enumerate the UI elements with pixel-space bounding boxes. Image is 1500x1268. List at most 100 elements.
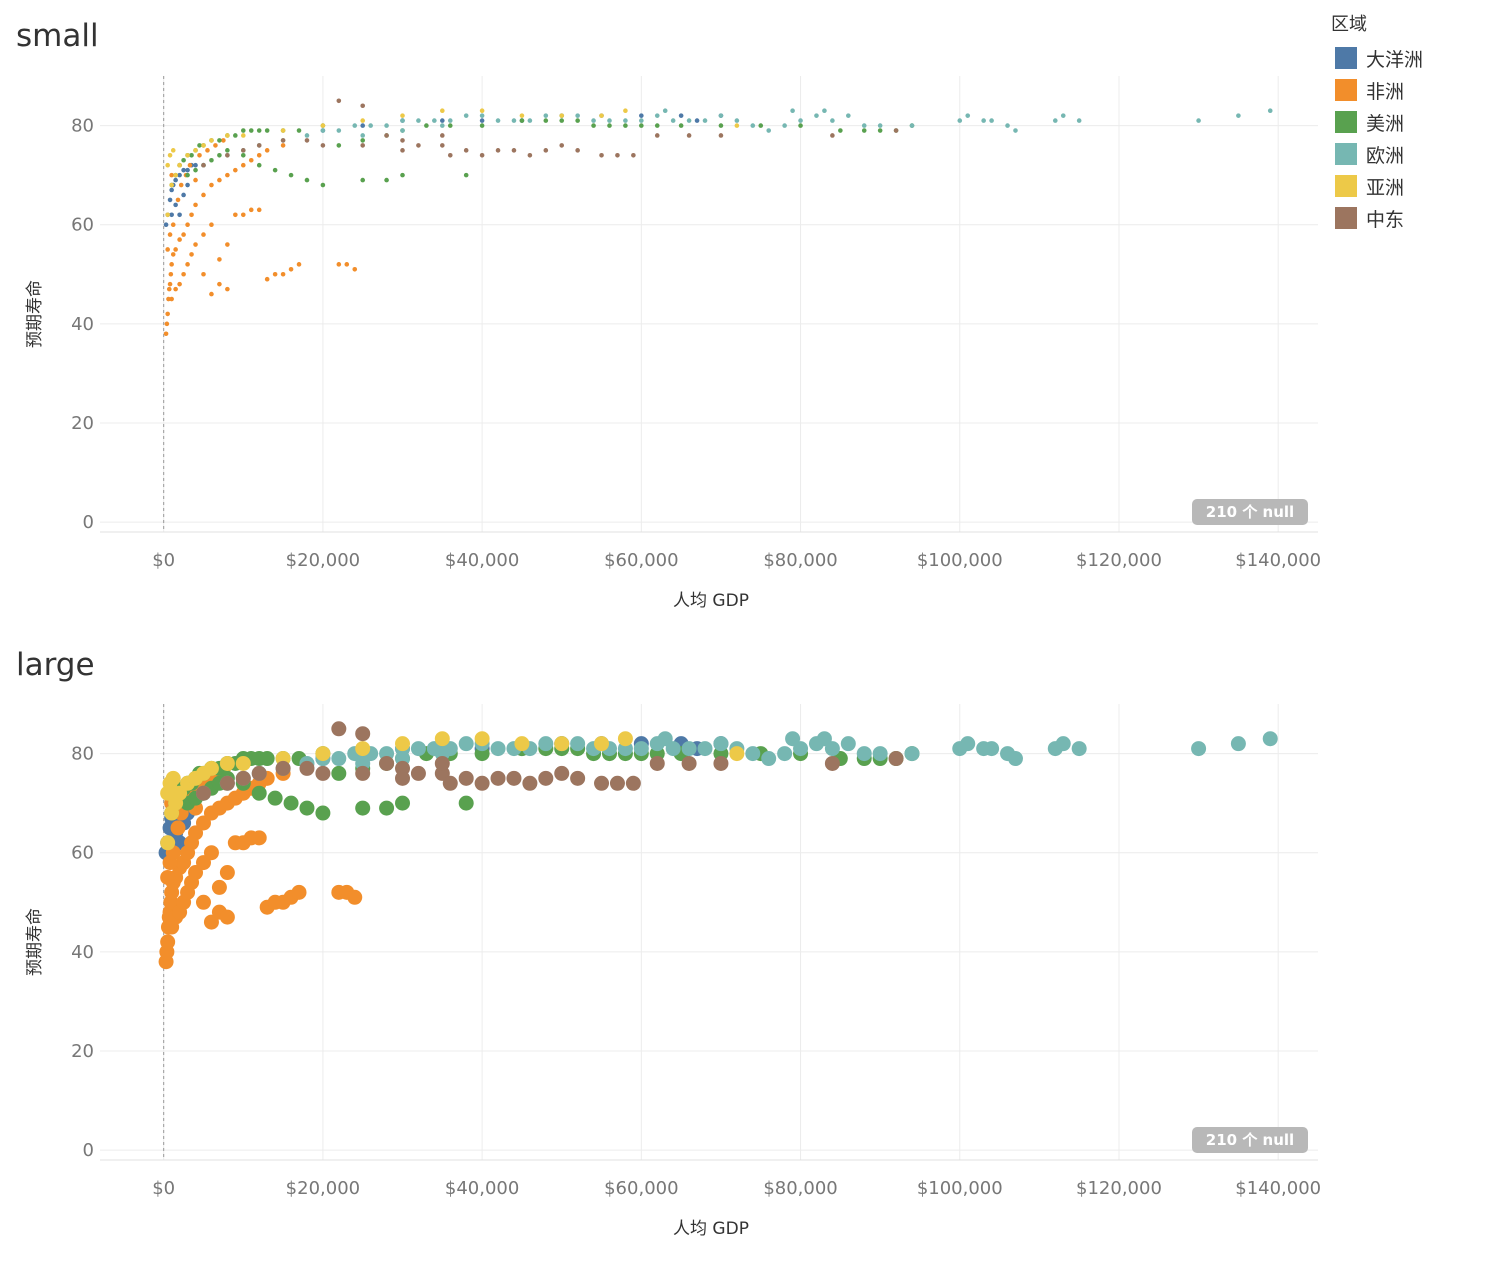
data-point[interactable] xyxy=(1267,108,1273,113)
data-point[interactable] xyxy=(189,252,194,257)
data-point[interactable] xyxy=(856,746,872,762)
data-point[interactable] xyxy=(219,755,235,771)
data-point[interactable] xyxy=(360,133,366,138)
data-point[interactable] xyxy=(185,222,190,227)
data-point[interactable] xyxy=(280,143,286,148)
data-point[interactable] xyxy=(766,128,772,133)
data-point[interactable] xyxy=(240,162,246,168)
data-point[interactable] xyxy=(623,123,628,128)
data-point[interactable] xyxy=(166,286,172,292)
data-point[interactable] xyxy=(458,770,474,786)
legend-item-americas[interactable]: 美洲 xyxy=(1331,106,1423,138)
data-point[interactable] xyxy=(479,153,485,158)
data-point[interactable] xyxy=(877,128,883,133)
data-point[interactable] xyxy=(729,746,745,762)
data-point[interactable] xyxy=(160,869,176,885)
data-point[interactable] xyxy=(315,746,331,762)
data-point[interactable] xyxy=(384,177,389,183)
data-point[interactable] xyxy=(379,800,395,816)
data-point[interactable] xyxy=(217,138,222,143)
data-point[interactable] xyxy=(440,143,445,148)
data-point[interactable] xyxy=(256,207,262,213)
data-point[interactable] xyxy=(160,934,176,950)
data-point[interactable] xyxy=(681,741,697,757)
data-point[interactable] xyxy=(599,153,604,158)
data-point[interactable] xyxy=(798,123,803,128)
legend-item-asia[interactable]: 亚洲 xyxy=(1331,170,1423,202)
legend-item-europe[interactable]: 欧洲 xyxy=(1331,138,1423,170)
data-point[interactable] xyxy=(479,123,485,128)
data-point[interactable] xyxy=(235,755,251,771)
data-point[interactable] xyxy=(360,138,366,143)
data-point[interactable] xyxy=(654,123,660,128)
data-point[interactable] xyxy=(718,123,724,128)
data-point[interactable] xyxy=(203,845,219,861)
data-point[interactable] xyxy=(209,157,214,163)
data-point[interactable] xyxy=(830,133,835,138)
scatter-chart-large[interactable]: 0 20 40 60 80 $0 $20,000 $40,000 $60,000 $80,000 $… xyxy=(0,698,1321,1258)
data-point[interactable] xyxy=(570,736,586,752)
legend-item-oceania[interactable]: 大洋洲 xyxy=(1331,42,1423,74)
data-point[interactable] xyxy=(275,760,291,776)
data-point[interactable] xyxy=(355,726,371,742)
data-point[interactable] xyxy=(256,128,262,133)
data-point[interactable] xyxy=(559,143,565,148)
data-point[interactable] xyxy=(167,232,173,237)
data-point[interactable] xyxy=(904,746,920,762)
data-point[interactable] xyxy=(331,765,347,781)
data-point[interactable] xyxy=(830,118,835,123)
data-point[interactable] xyxy=(240,153,246,158)
data-point[interactable] xyxy=(1071,741,1087,757)
data-point[interactable] xyxy=(511,118,517,123)
data-point[interactable] xyxy=(861,123,867,128)
data-point[interactable] xyxy=(718,113,724,118)
data-point[interactable] xyxy=(225,148,230,153)
data-point[interactable] xyxy=(169,262,174,267)
data-point[interactable] xyxy=(877,123,883,128)
data-point[interactable] xyxy=(400,113,405,118)
data-point[interactable] xyxy=(575,148,580,153)
data-point[interactable] xyxy=(248,128,254,133)
data-point[interactable] xyxy=(790,108,795,113)
data-point[interactable] xyxy=(181,192,186,198)
data-point[interactable] xyxy=(440,108,445,113)
data-point[interactable] xyxy=(360,118,366,123)
data-point[interactable] xyxy=(410,741,426,757)
data-point[interactable] xyxy=(1196,118,1201,123)
data-point[interactable] xyxy=(320,143,326,148)
data-point[interactable] xyxy=(750,123,756,128)
data-point[interactable] xyxy=(554,736,570,752)
data-point[interactable] xyxy=(170,148,176,153)
data-point[interactable] xyxy=(233,133,238,138)
data-point[interactable] xyxy=(175,197,181,203)
data-point[interactable] xyxy=(570,770,586,786)
data-point[interactable] xyxy=(474,775,490,791)
data-point[interactable] xyxy=(575,113,580,118)
data-point[interactable] xyxy=(169,296,174,302)
data-point[interactable] xyxy=(193,202,198,208)
data-point[interactable] xyxy=(195,785,211,801)
data-point[interactable] xyxy=(168,271,174,277)
data-point[interactable] xyxy=(559,113,565,118)
data-point[interactable] xyxy=(355,800,371,816)
data-point[interactable] xyxy=(201,143,206,148)
data-point[interactable] xyxy=(519,118,525,123)
data-point[interactable] xyxy=(745,746,761,762)
data-point[interactable] xyxy=(686,133,692,138)
data-point[interactable] xyxy=(434,731,450,747)
data-point[interactable] xyxy=(734,118,740,123)
scatter-chart-small[interactable]: 0 20 40 60 80 $0 $20,000 $40,000 $60,000 $80,000 $… xyxy=(0,70,1321,630)
data-point[interactable] xyxy=(195,894,211,910)
data-point[interactable] xyxy=(989,118,994,123)
data-point[interactable] xyxy=(189,153,194,158)
data-point[interactable] xyxy=(181,232,186,237)
data-point[interactable] xyxy=(291,884,307,900)
data-point[interactable] xyxy=(187,162,193,168)
data-point[interactable] xyxy=(355,765,371,781)
data-point[interactable] xyxy=(344,262,350,267)
data-point[interactable] xyxy=(181,271,186,277)
data-point[interactable] xyxy=(538,770,554,786)
data-point[interactable] xyxy=(734,123,740,128)
data-point[interactable] xyxy=(201,232,206,237)
data-point[interactable] xyxy=(543,118,549,123)
